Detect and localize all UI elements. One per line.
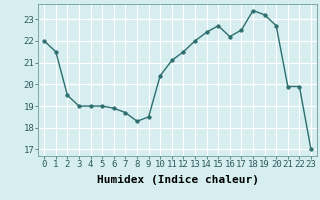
X-axis label: Humidex (Indice chaleur): Humidex (Indice chaleur)	[97, 175, 259, 185]
